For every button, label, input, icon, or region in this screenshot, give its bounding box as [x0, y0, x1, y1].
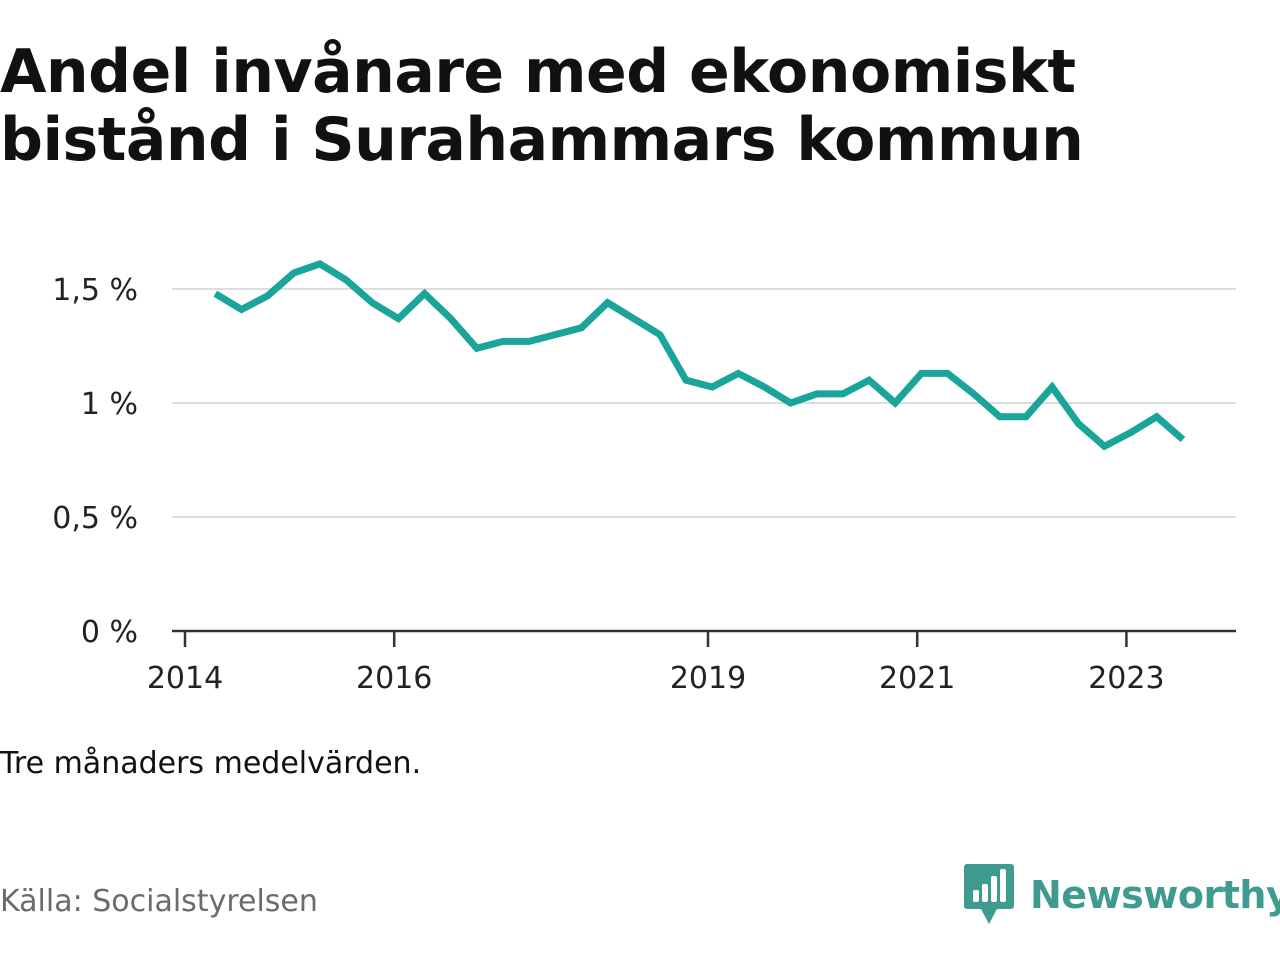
- y-tick-labels: 0 % 0,5 % 1 % 1,5 %: [52, 273, 138, 650]
- series-layer: [213, 260, 1186, 451]
- series-line: [213, 260, 1186, 451]
- x-tick-label: 2016: [356, 661, 432, 696]
- y-tick-label: 1,5 %: [52, 273, 138, 308]
- line-chart: 0 % 0,5 % 1 % 1,5 % 2014 2016 2019 2021 2023: [52, 260, 1236, 696]
- gridlines: [172, 288, 1236, 518]
- source-credit: Källa: Socialstyrelsen: [0, 884, 318, 919]
- x-tick-label: 2014: [147, 661, 223, 696]
- y-tick-label: 0,5 %: [52, 501, 138, 536]
- x-axis: 2014 2016 2019 2021 2023: [147, 629, 1236, 696]
- y-tick-label: 1 %: [81, 387, 138, 422]
- y-tick-label: 0 %: [81, 615, 138, 650]
- chart-note: Tre månaders medelvärden.: [0, 746, 422, 781]
- chart-title: Andel invånare med ekonomiskt bistånd i …: [0, 37, 1084, 175]
- brand-name: Newsworthy: [1030, 873, 1280, 917]
- x-tick-label: 2021: [879, 661, 955, 696]
- brand-logo: Newsworthy: [964, 864, 1280, 926]
- x-tick-label: 2023: [1088, 661, 1164, 696]
- x-tick-label: 2019: [670, 661, 746, 696]
- bar-chart-speech-bubble-icon: [964, 864, 1014, 924]
